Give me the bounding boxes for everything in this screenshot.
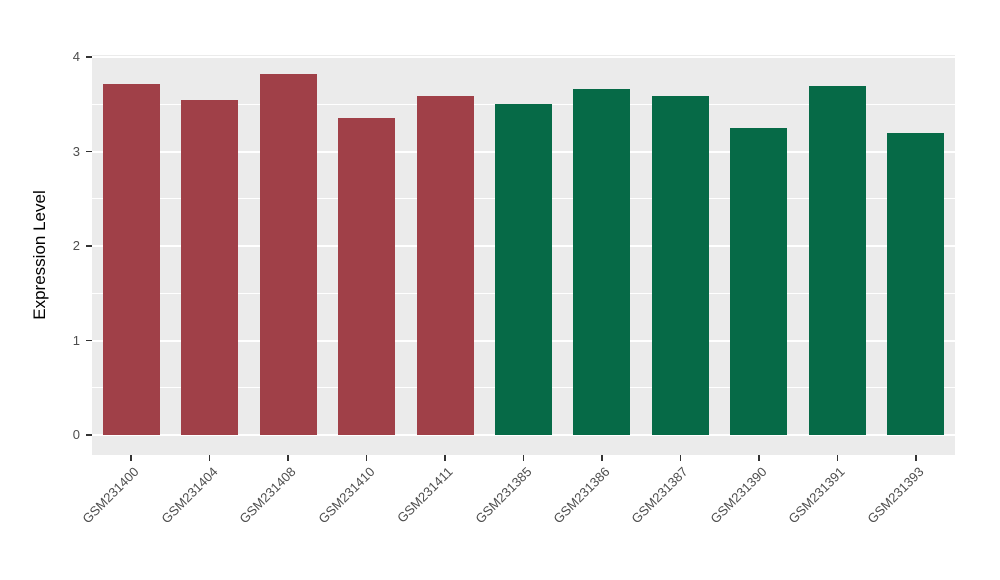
bar	[809, 86, 866, 435]
gridline-major	[92, 56, 955, 58]
x-axis-tick	[365, 455, 368, 461]
x-tick-label: GSM231408	[236, 464, 299, 527]
y-tick-label: 1	[72, 332, 80, 348]
gridline-major	[92, 434, 955, 436]
bar	[181, 100, 238, 435]
x-tick-label: GSM231410	[314, 464, 378, 527]
x-axis-tick	[208, 455, 211, 461]
x-tick-label: GSM231385	[471, 464, 535, 527]
bar	[260, 74, 317, 435]
x-axis-tick	[444, 455, 446, 461]
x-axis-tick	[287, 455, 289, 461]
bar	[730, 127, 787, 435]
y-axis-tick	[86, 245, 92, 247]
y-tick-label: 4	[72, 49, 80, 64]
x-axis-tick	[601, 455, 603, 461]
y-tick-label: 2	[72, 238, 80, 253]
bar	[652, 95, 709, 435]
x-axis-tick	[915, 455, 917, 461]
bar	[887, 132, 944, 435]
y-axis-tick	[86, 56, 92, 58]
x-axis-tick	[522, 455, 525, 461]
x-tick-label: GSM231390	[707, 464, 770, 527]
y-axis-tick	[86, 150, 92, 153]
x-tick-label: GSM231404	[158, 464, 221, 527]
y-tick-label: 0	[72, 427, 80, 442]
y-tick-label: 3	[72, 143, 80, 159]
x-tick-label: GSM231386	[550, 464, 613, 527]
bar	[417, 95, 474, 435]
x-axis-tick	[836, 455, 839, 461]
bar	[103, 84, 160, 435]
x-tick-label: GSM231393	[864, 464, 927, 527]
x-axis-tick	[758, 455, 760, 461]
x-axis-tick	[679, 455, 682, 461]
bar	[495, 104, 552, 435]
bar	[338, 118, 395, 435]
y-axis-tick	[86, 434, 92, 436]
y-axis-title: Expression Level	[30, 190, 49, 320]
x-tick-label: GSM231391	[785, 464, 848, 527]
x-tick-label: GSM231400	[79, 464, 142, 527]
y-axis-tick	[86, 339, 92, 342]
x-tick-label: GSM231387	[628, 464, 692, 527]
plot-panel	[92, 55, 955, 455]
bar	[573, 89, 630, 435]
x-tick-label: GSM231411	[394, 464, 456, 526]
x-axis-tick	[130, 455, 132, 461]
